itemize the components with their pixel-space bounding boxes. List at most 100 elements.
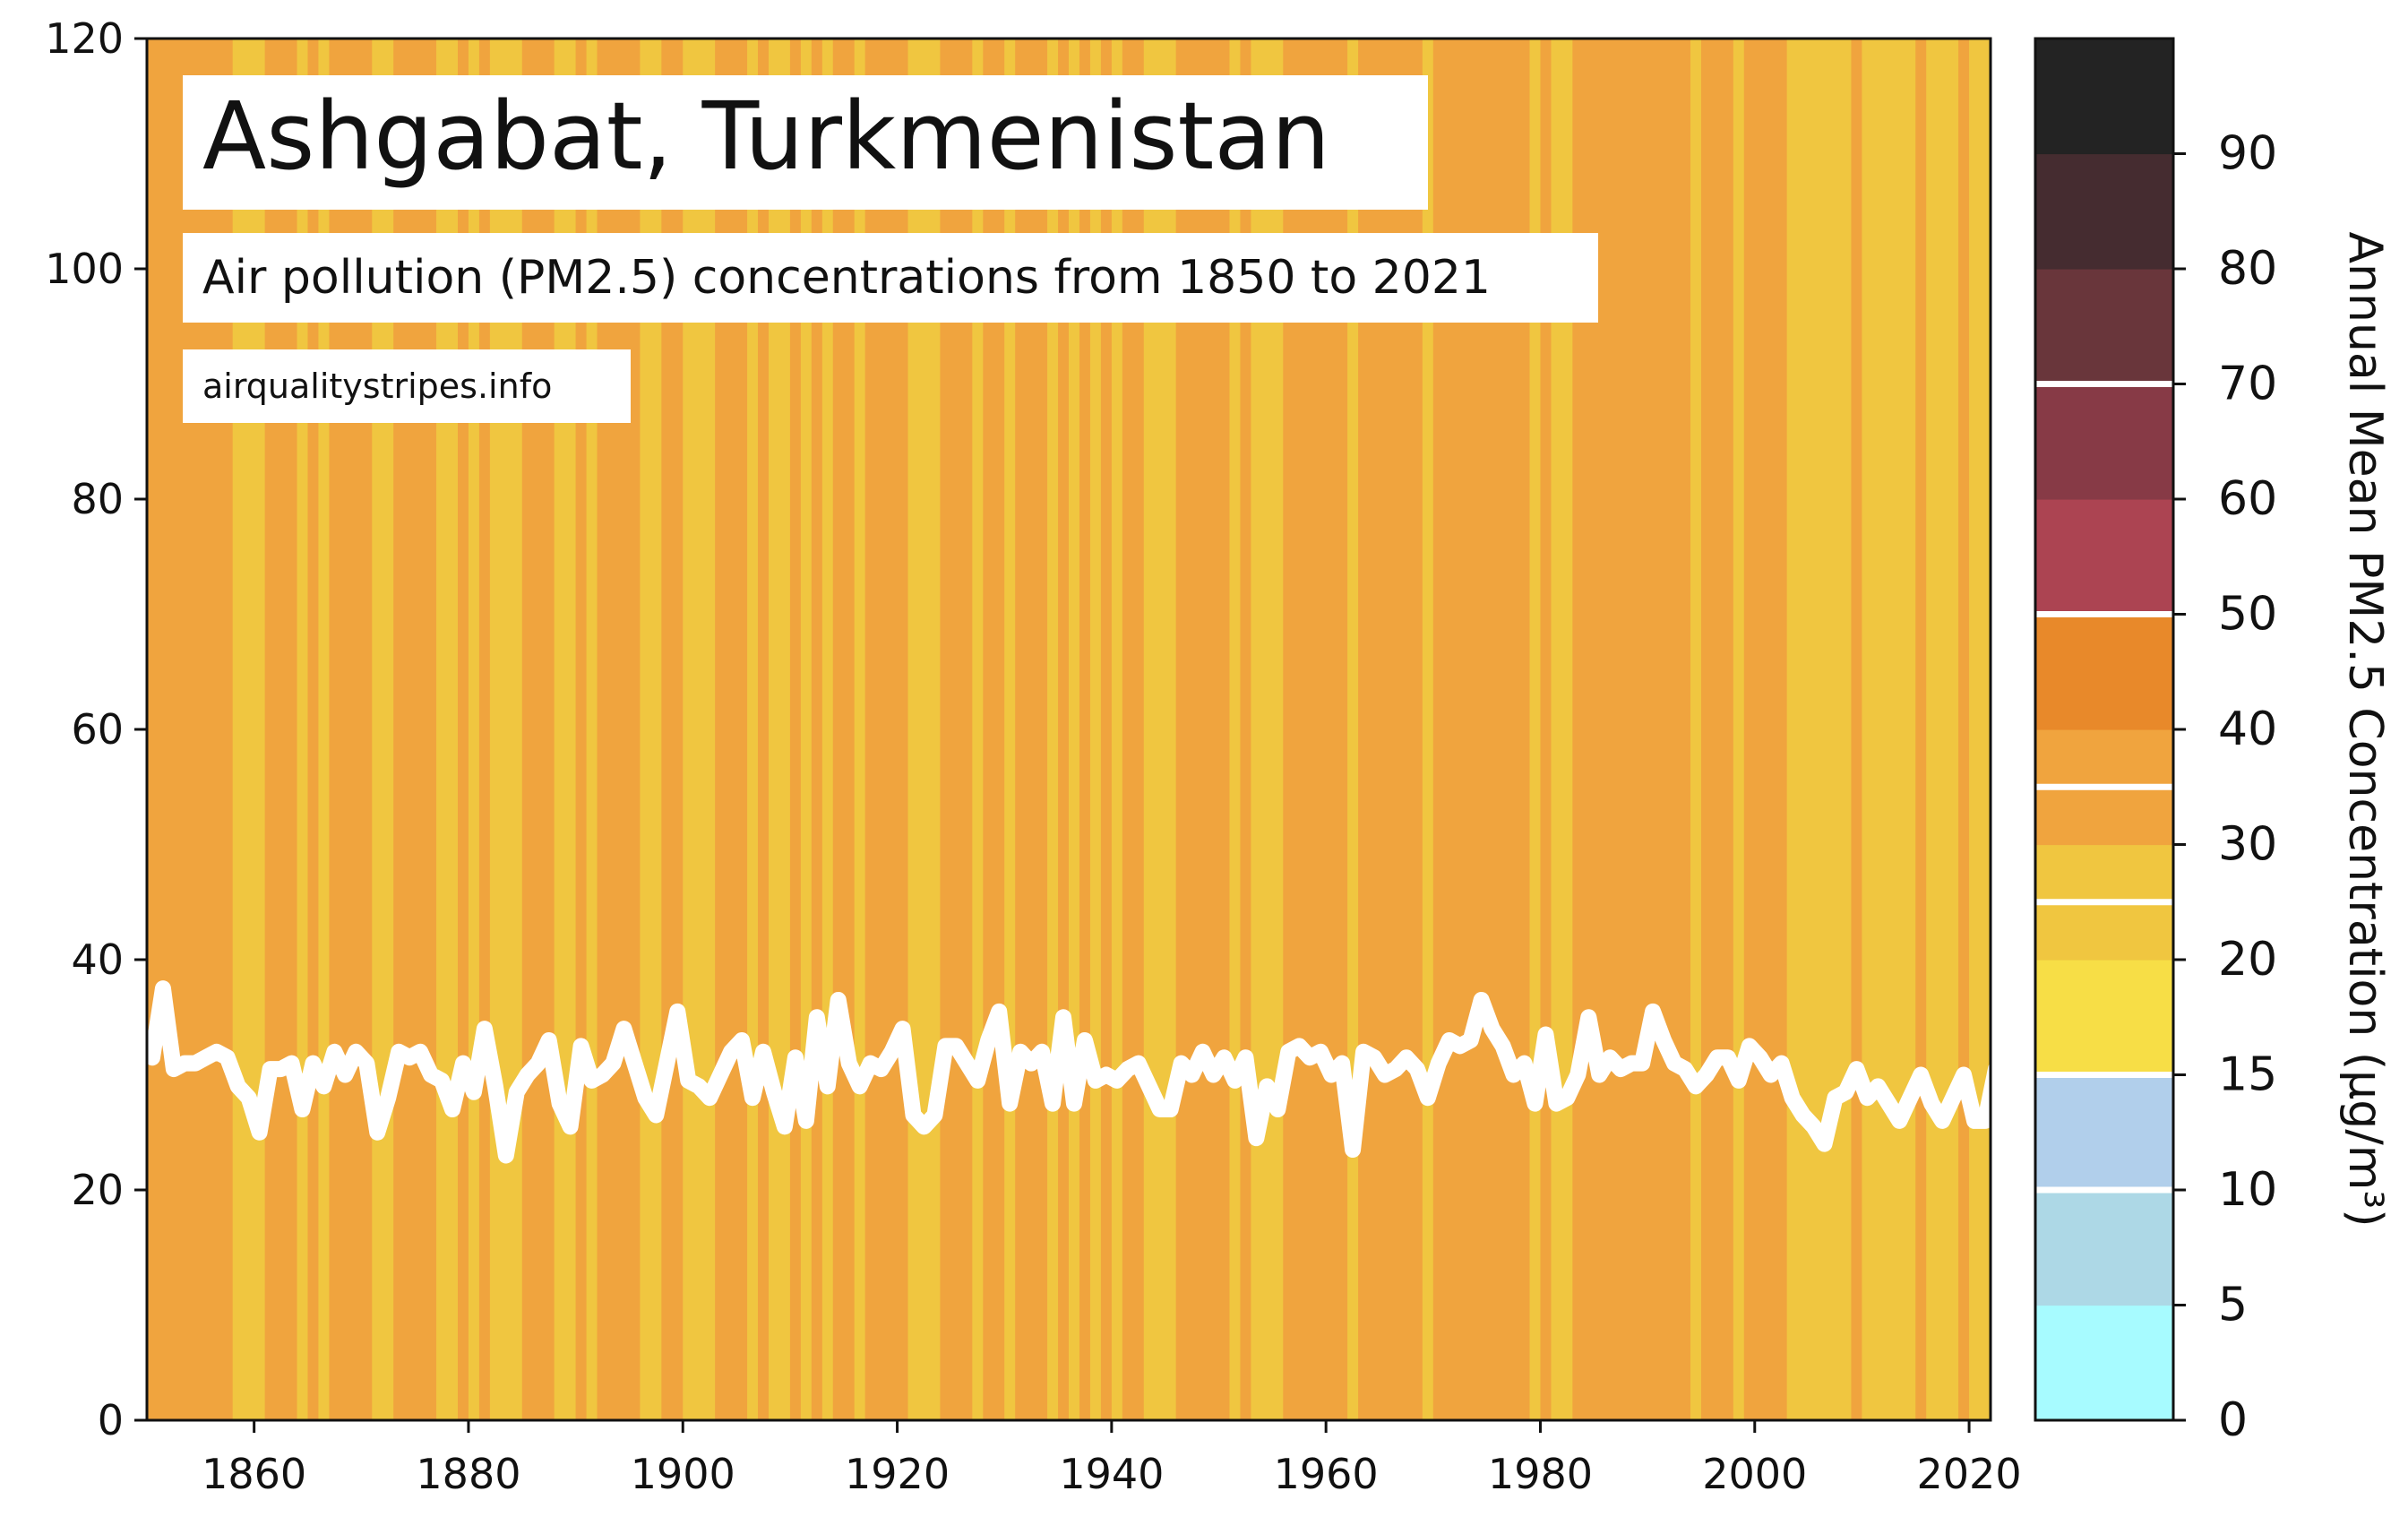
x-tick-label-1920: 1920 (845, 1450, 950, 1498)
stripe-1958 (1304, 39, 1316, 1420)
y-tick-label-100: 100 (45, 245, 124, 293)
stripe-1974 (1475, 39, 1488, 1420)
colorbar-segment-70-80 (2035, 269, 2173, 385)
colorbar-segment-90-100 (2035, 39, 2173, 155)
stripe-1971 (1443, 39, 1456, 1420)
stripe-2000 (1754, 39, 1767, 1420)
chart-subtitle: Air pollution (PM2.5) concentrations fro… (202, 251, 1491, 305)
source-box: airqualitystripes.info (183, 349, 631, 423)
stripe-1989 (1637, 39, 1648, 1420)
cb-tick-label-30: 30 (2218, 818, 2277, 872)
cb-tick-label-50: 50 (2218, 588, 2277, 642)
y-tick-label-80: 80 (71, 475, 124, 523)
stripe-2010 (1862, 39, 1873, 1420)
x-tick-label-1860: 1860 (202, 1450, 306, 1498)
stripe-2020 (1969, 39, 1981, 1420)
colorbar-ticks: 0 5 10 15 20 30 40 50 60 70 80 90 (2173, 127, 2277, 1447)
stripe-2019 (1958, 39, 1970, 1420)
x-tick-label-2000: 2000 (1702, 1450, 1807, 1498)
stripe-2011 (1872, 39, 1884, 1420)
cb-tick-label-70: 70 (2218, 358, 2277, 411)
colorbar-segment-15-20 (2035, 960, 2173, 1076)
colorbar-segment-50-60 (2035, 499, 2173, 616)
stripe-1997 (1722, 39, 1734, 1420)
cb-tick-label-80: 80 (2218, 242, 2277, 296)
cb-tick-label-60: 60 (2218, 472, 2277, 526)
colorbar-segment-60-70 (2035, 384, 2173, 500)
stripe-2012 (1883, 39, 1895, 1420)
stripe-2002 (1776, 39, 1788, 1420)
x-tick-label-1880: 1880 (416, 1450, 520, 1498)
stripe-2001 (1765, 39, 1777, 1420)
stripe-2007 (1829, 39, 1842, 1420)
colorbar-segment-40-50 (2035, 614, 2173, 730)
x-tick-label-1900: 1900 (631, 1450, 735, 1498)
subtitle-background (183, 233, 1598, 323)
source-credit: airqualitystripes.info (202, 366, 552, 406)
stripe-1992 (1669, 39, 1681, 1420)
stripe-1996 (1711, 39, 1724, 1420)
cb-tick-label-0: 0 (2218, 1393, 2248, 1447)
colorbar-label: Annual Mean PM2.5 Concentration (μg/m³) (2338, 231, 2392, 1227)
chart-title: Ashgabat, Turkmenistan (202, 82, 1330, 191)
x-tick-label-2020: 2020 (1917, 1450, 2022, 1498)
title-background (183, 75, 1428, 210)
stripe-2009 (1851, 39, 1863, 1420)
stripe-1998 (1733, 39, 1745, 1420)
stripe-1999 (1743, 39, 1756, 1420)
line-layer (143, 980, 2015, 1164)
stripe-2013 (1894, 39, 1905, 1420)
stripe-1850 (147, 39, 159, 1420)
cb-tick-label-10: 10 (2218, 1163, 2277, 1217)
stripe-2014 (1905, 39, 1916, 1420)
stripe-1954 (1261, 39, 1273, 1420)
stripe-1973 (1465, 39, 1477, 1420)
stripe-1975 (1486, 39, 1499, 1420)
stripe-1994 (1690, 39, 1702, 1420)
y-tick-label-20: 20 (71, 1166, 124, 1214)
stripe-1852 (168, 39, 180, 1420)
stripe-1987 (1615, 39, 1627, 1420)
y-tick-label-120: 120 (45, 14, 124, 63)
source-background (183, 349, 631, 423)
stripe-1990 (1647, 39, 1659, 1420)
stripe-1925 (950, 39, 962, 1420)
cb-tick-label-90: 90 (2218, 127, 2277, 181)
stripe-1995 (1700, 39, 1713, 1420)
x-axis: 1860 1880 1900 1920 1940 1960 1980 2000 2020 (202, 1420, 2022, 1498)
colorbar-segment-5-10 (2035, 1190, 2173, 1306)
stripe-1901 (693, 39, 705, 1420)
y-tick-label-0: 0 (98, 1396, 124, 1444)
pm25-line (143, 980, 2015, 1164)
y-axis: 0 20 40 60 80 100 120 (45, 14, 147, 1444)
stripe-1851 (157, 39, 169, 1420)
stripe-2005 (1808, 39, 1820, 1420)
colorbar-segment-80-90 (2035, 153, 2173, 270)
y-tick-label-40: 40 (71, 935, 124, 984)
x-tick-label-1980: 1980 (1488, 1450, 1593, 1498)
colorbar-segment-0-5 (2035, 1305, 2173, 1421)
stripe-1919 (886, 39, 899, 1420)
stripe-2016 (1926, 39, 1938, 1420)
stripe-1991 (1658, 39, 1670, 1420)
stripe-1967 (1400, 39, 1413, 1420)
title-box: Ashgabat, Turkmenistan (183, 75, 1428, 210)
stripe-1922 (918, 39, 931, 1420)
stripe-1957 (1294, 39, 1305, 1420)
cb-tick-label-5: 5 (2218, 1279, 2248, 1332)
stripe-2018 (1948, 39, 1959, 1420)
stripe-2003 (1786, 39, 1799, 1420)
x-tick-label-1940: 1940 (1059, 1450, 1164, 1498)
stripe-1988 (1626, 39, 1638, 1420)
cb-tick-label-20: 20 (2218, 933, 2277, 987)
stripe-2004 (1797, 39, 1810, 1420)
stripe-1986 (1604, 39, 1616, 1420)
colorbar-segment-10-15 (2035, 1074, 2173, 1191)
stripe-2015 (1915, 39, 1927, 1420)
colorbar (2035, 39, 2173, 1421)
subtitle-box: Air pollution (PM2.5) concentrations fro… (183, 233, 1598, 323)
x-tick-label-1960: 1960 (1274, 1450, 1379, 1498)
stripe-1993 (1680, 39, 1691, 1420)
stripe-2008 (1840, 39, 1853, 1420)
